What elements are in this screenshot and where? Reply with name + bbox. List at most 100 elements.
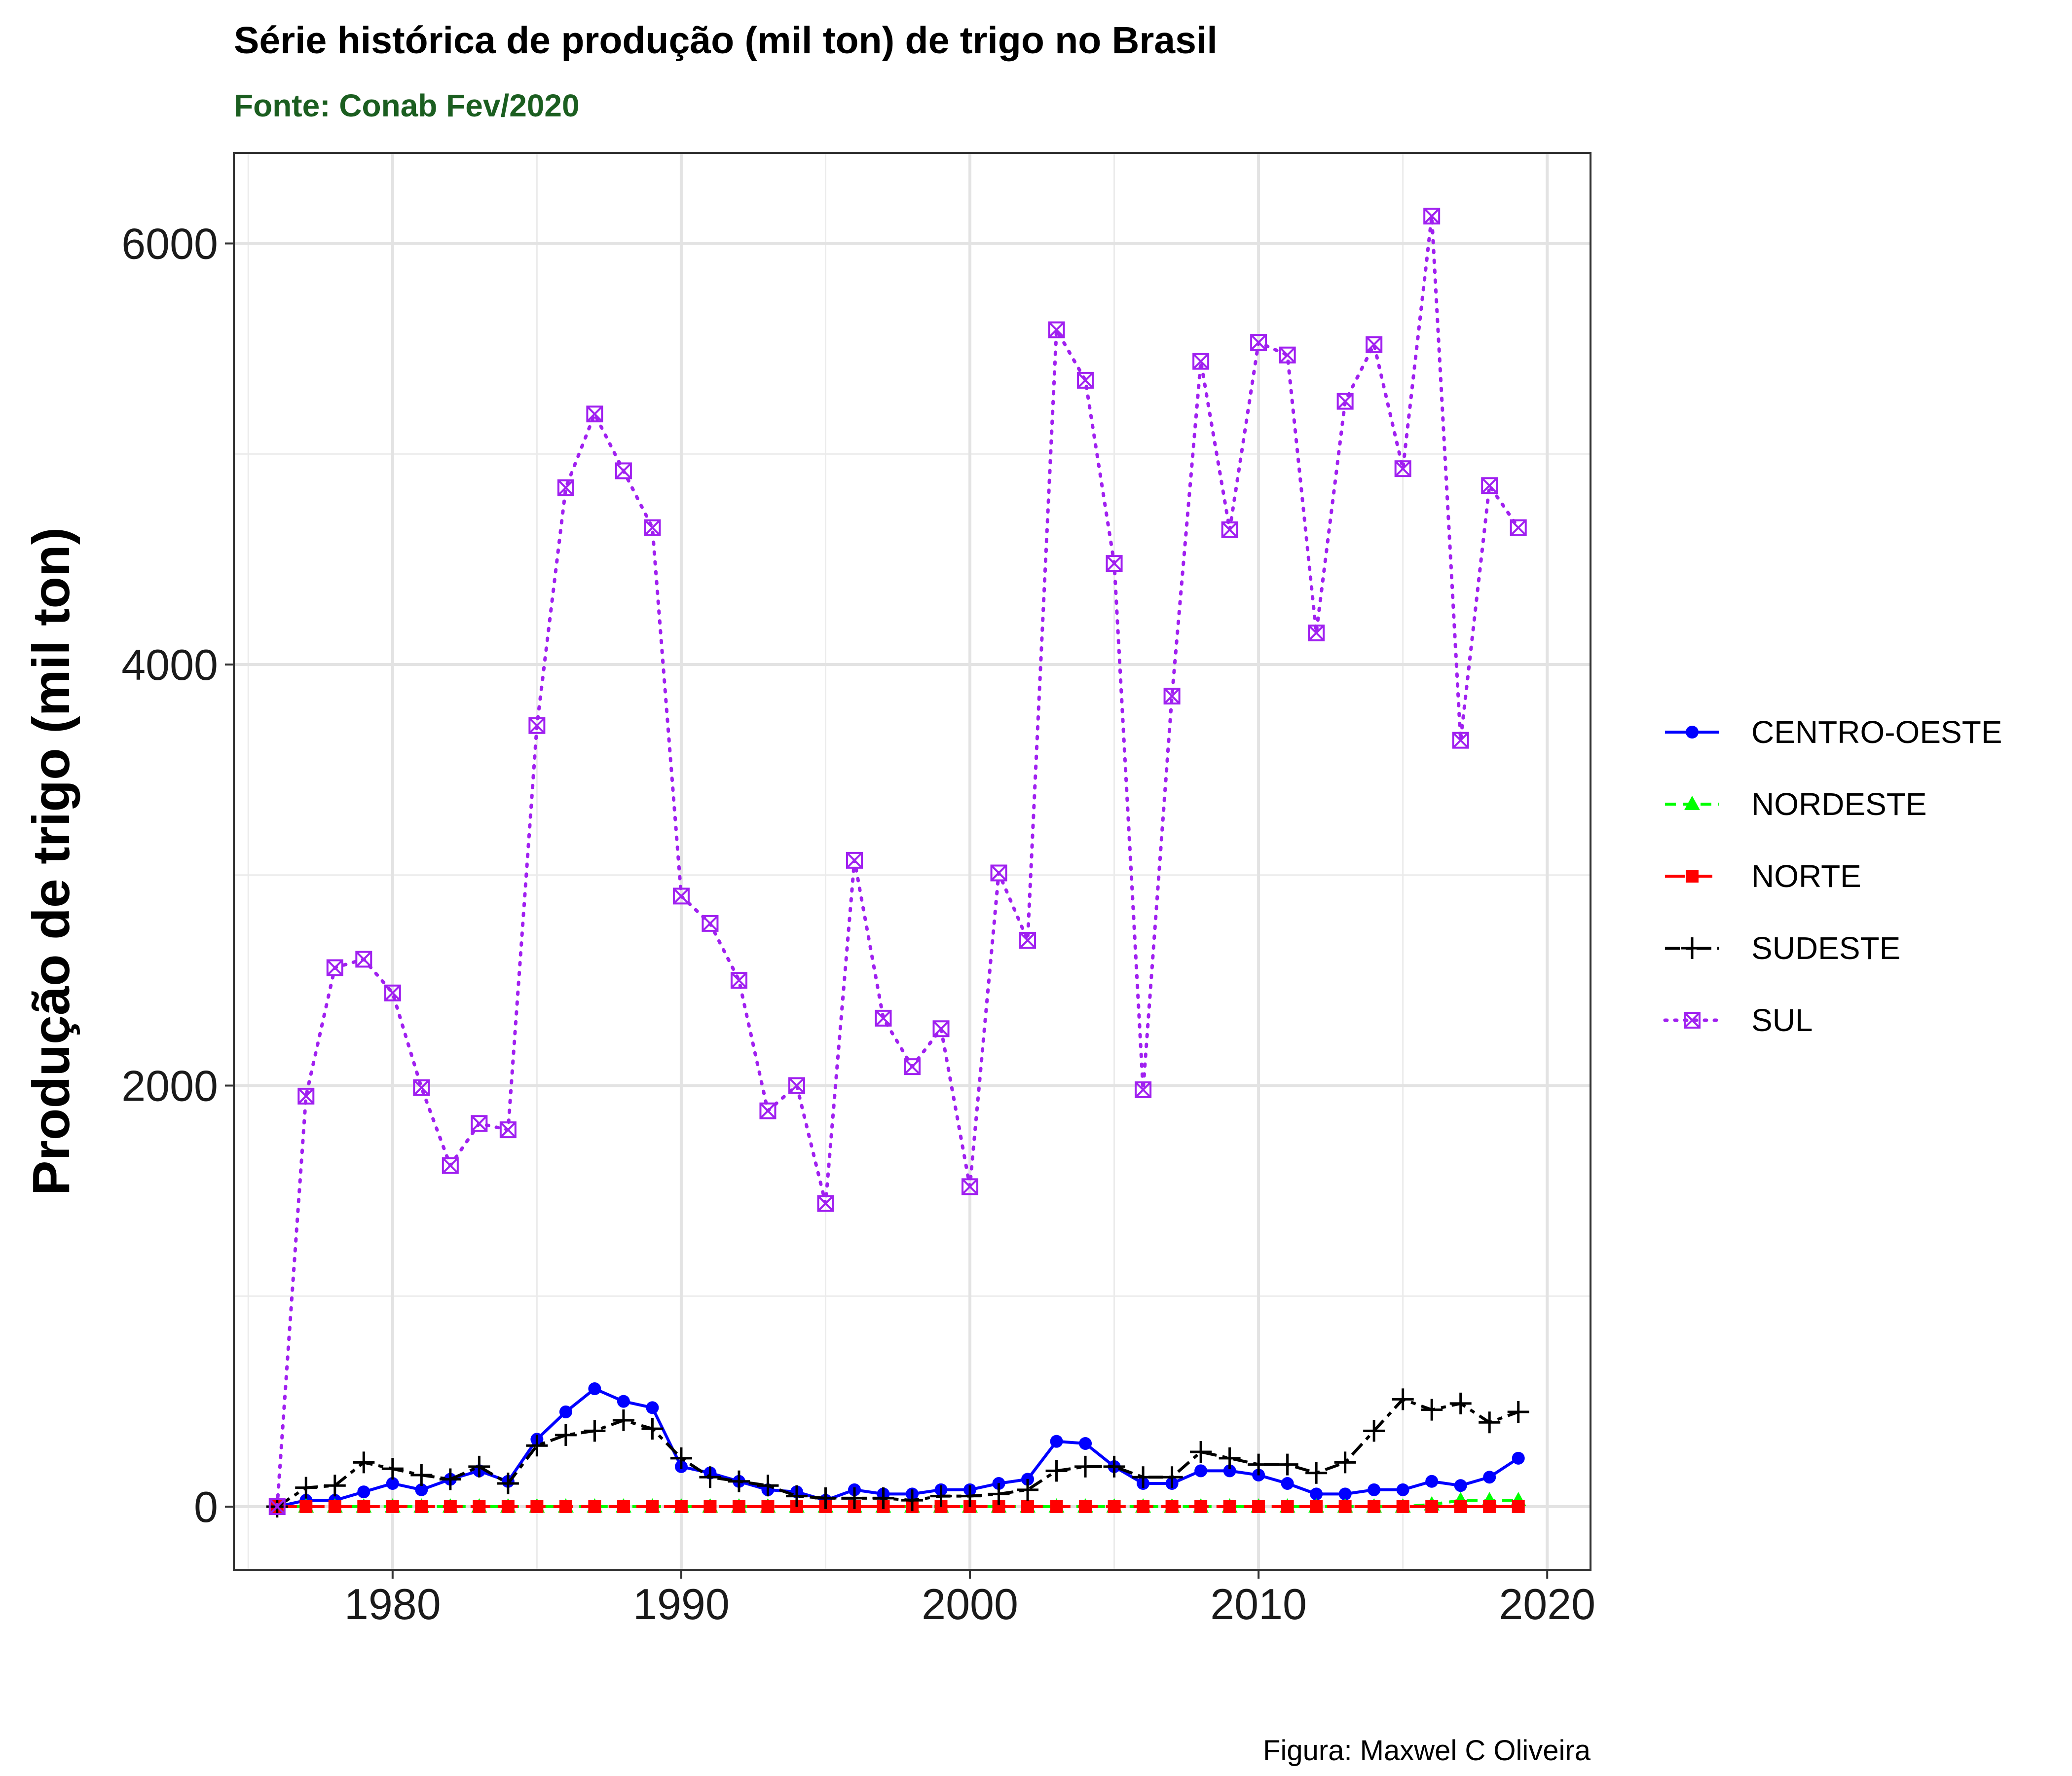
- data-point: [1103, 1455, 1125, 1478]
- data-point: [1017, 1479, 1039, 1501]
- data-point: [1512, 1500, 1525, 1513]
- data-point: [1132, 1466, 1154, 1488]
- data-point: [1192, 353, 1210, 370]
- data-point: [328, 1500, 341, 1513]
- data-point: [1423, 208, 1441, 225]
- data-point: [584, 1420, 606, 1442]
- data-point: [1165, 1500, 1179, 1513]
- data-point: [1483, 1471, 1496, 1484]
- plot-panel: [234, 153, 1591, 1570]
- data-point: [299, 1500, 313, 1513]
- series-sul: [268, 208, 1527, 1515]
- x-axis: 1980 1990 2000 2010 2020: [344, 1570, 1595, 1628]
- data-point: [1336, 393, 1354, 410]
- data-point: [617, 1500, 630, 1513]
- data-point: [875, 1009, 892, 1027]
- y-tick-label: 4000: [121, 640, 218, 689]
- data-point: [415, 1483, 428, 1496]
- data-point: [814, 1487, 837, 1509]
- data-point: [1452, 732, 1469, 749]
- data-point: [1190, 1441, 1212, 1463]
- data-point: [1449, 1392, 1472, 1414]
- data-point: [386, 1477, 399, 1490]
- legend-item: SUDESTE: [1665, 930, 1900, 966]
- data-point: [439, 1468, 461, 1490]
- data-point: [1219, 1447, 1241, 1469]
- data-point: [526, 1435, 548, 1457]
- data-point: [324, 1475, 346, 1497]
- legend-key-marker: [1684, 796, 1700, 810]
- data-point: [1194, 1500, 1208, 1513]
- legend-item: NORTE: [1665, 858, 1861, 894]
- data-point: [588, 1500, 601, 1513]
- data-point: [646, 1500, 659, 1513]
- data-point: [410, 1464, 433, 1486]
- legend: CENTRO-OESTE NORDESTE NORTE SUDESTE SUL: [1663, 714, 2002, 1038]
- data-point: [674, 1500, 688, 1513]
- legend-label: SUDESTE: [1751, 930, 1900, 966]
- data-point: [497, 1473, 519, 1495]
- data-point: [1305, 1462, 1328, 1484]
- data-point: [1194, 1464, 1208, 1478]
- data-point: [872, 1487, 894, 1509]
- data-point: [962, 1178, 979, 1195]
- series-line: [276, 1398, 1519, 1508]
- data-point: [501, 1500, 515, 1513]
- y-axis-title: Produção de trigo (mil ton): [22, 527, 80, 1195]
- data-point: [615, 462, 632, 480]
- data-point: [381, 1458, 404, 1480]
- data-point: [1425, 1475, 1439, 1488]
- series-sudeste: [266, 1388, 1529, 1517]
- data-point: [586, 406, 603, 423]
- data-point: [1394, 460, 1411, 478]
- data-point: [1334, 1451, 1356, 1474]
- data-point: [612, 1409, 634, 1432]
- data-point: [703, 1500, 717, 1513]
- data-point: [1252, 1500, 1265, 1513]
- data-point: [384, 984, 401, 1001]
- data-point: [1392, 1388, 1414, 1410]
- data-point: [641, 1418, 664, 1440]
- data-point: [1106, 555, 1123, 572]
- data-point: [1223, 1464, 1236, 1478]
- data-point: [1223, 1500, 1236, 1513]
- data-point: [670, 1447, 692, 1469]
- data-point: [1279, 346, 1296, 364]
- x-tick-label: 2010: [1210, 1580, 1307, 1628]
- data-point: [699, 1466, 721, 1488]
- data-point: [1310, 1500, 1323, 1513]
- data-point: [1507, 1401, 1529, 1423]
- data-point: [1368, 1500, 1381, 1513]
- legend-key-marker: [1681, 937, 1703, 959]
- y-axis: 0 2000 4000 6000: [121, 220, 234, 1531]
- data-point: [557, 479, 574, 496]
- data-point: [295, 1477, 317, 1499]
- plot-border: [233, 152, 1591, 1571]
- data-point: [1454, 1500, 1467, 1513]
- data-point: [843, 1487, 865, 1509]
- data-point: [1396, 1500, 1409, 1513]
- data-point: [444, 1500, 457, 1513]
- data-point: [559, 1500, 572, 1513]
- data-point: [297, 1087, 315, 1105]
- data-point: [415, 1500, 428, 1513]
- data-point: [1021, 1500, 1035, 1513]
- data-point: [1050, 1435, 1063, 1448]
- data-point: [1510, 519, 1527, 536]
- data-point: [1479, 1411, 1501, 1434]
- legend-key-marker: [1686, 726, 1699, 739]
- data-point: [759, 1102, 777, 1119]
- data-point: [1421, 1399, 1443, 1421]
- data-point: [357, 1500, 370, 1513]
- data-point: [1396, 1483, 1409, 1496]
- legend-label: SUL: [1751, 1002, 1813, 1038]
- data-point: [471, 1115, 488, 1132]
- data-point: [559, 1405, 572, 1418]
- x-tick-label: 2000: [922, 1580, 1018, 1628]
- data-point: [1079, 1437, 1092, 1450]
- data-point: [672, 888, 690, 905]
- y-tick-label: 0: [194, 1482, 218, 1531]
- data-point: [530, 1500, 544, 1513]
- data-point: [1483, 1500, 1496, 1513]
